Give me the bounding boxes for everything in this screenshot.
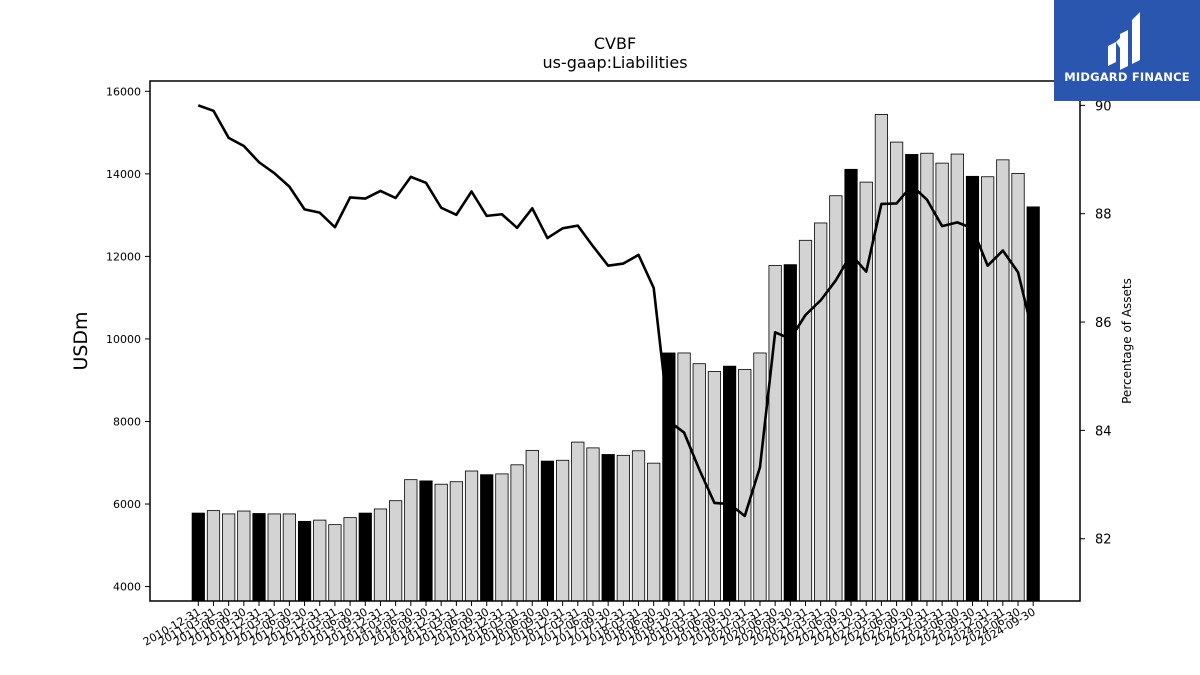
bar-2011-12-31 — [252, 513, 266, 602]
bar-2015-12-31 — [495, 473, 509, 602]
y2-axis-label: Percentage of Assets — [1120, 278, 1134, 404]
bar-2015-03-31 — [449, 481, 463, 602]
bar-2017-03-31 — [571, 441, 585, 602]
bar-2022-12-31 — [920, 152, 934, 602]
bar-2024-09-30 — [1026, 206, 1040, 602]
bar-2016-03-31 — [510, 464, 524, 602]
bar-2012-09-30 — [297, 520, 312, 602]
bar-2021-09-30 — [844, 168, 858, 602]
bar-2013-09-30 — [358, 512, 372, 602]
bar-2016-09-30 — [540, 460, 555, 602]
y2-tick-label: 86 — [1095, 316, 1112, 331]
bar-2014-06-30 — [404, 479, 418, 602]
y-tick-label: 16000 — [106, 85, 141, 98]
bar-2019-12-31 — [738, 369, 752, 602]
bar-2014-12-31 — [434, 483, 448, 602]
bar-2024-06-30 — [1011, 173, 1025, 602]
bar-2014-09-30 — [419, 480, 433, 602]
bar-2018-12-31 — [677, 352, 691, 602]
plot-frame — [149, 80, 1081, 602]
chart-title: CVBF — [594, 34, 636, 53]
y2-tick-label: 82 — [1095, 533, 1112, 548]
y2-tick-label: 84 — [1095, 424, 1112, 439]
y2-tick-label: 88 — [1095, 208, 1112, 223]
bar-2018-03-31 — [631, 450, 646, 602]
bar-2021-03-31 — [814, 222, 828, 602]
bar-2022-06-30 — [889, 141, 904, 602]
bar-2013-12-31 — [373, 508, 388, 602]
bar-2023-03-31 — [935, 162, 949, 602]
bar-2016-12-31 — [556, 459, 570, 602]
bar-2022-09-30 — [905, 154, 919, 602]
y-tick-label: 8000 — [113, 415, 141, 428]
bar-2021-06-30 — [829, 195, 843, 602]
bar-2023-12-31 — [981, 176, 995, 602]
chart-subtitle: us-gaap:Liabilities — [542, 53, 687, 72]
bar-2019-03-31 — [692, 363, 706, 602]
bar-2017-06-30 — [586, 447, 600, 602]
y-axis-label: USDm — [70, 311, 92, 370]
bar-2014-03-31 — [389, 500, 403, 602]
bar-2017-09-30 — [601, 454, 615, 602]
line-series — [197, 104, 1035, 518]
midgard-logo-icon — [1108, 12, 1140, 70]
bar-2019-06-30 — [707, 371, 722, 602]
bar-2022-03-31 — [874, 114, 889, 602]
bar-2012-06-30 — [282, 513, 296, 602]
bar-2012-12-31 — [313, 519, 327, 602]
bar-2015-06-30 — [464, 470, 479, 602]
bar-2020-09-30 — [783, 264, 797, 602]
y2-tick-label: 90 — [1095, 99, 1112, 114]
x-axis-ticks: 2010-12-312011-03-312011-06-302011-09-30… — [141, 601, 1038, 649]
bar-2011-09-30 — [237, 510, 251, 602]
y-tick-label: 12000 — [106, 250, 141, 263]
percentage-of-assets-line — [197, 104, 1035, 518]
bar-2019-09-30 — [723, 365, 737, 602]
right-axis-ticks: 82 84 86 88 90 — [1080, 99, 1112, 548]
y-tick-label: 14000 — [106, 168, 141, 181]
bar-2013-06-30 — [343, 517, 357, 602]
bar-2011-06-30 — [222, 513, 236, 602]
midgard-finance-logo: MIDGARD FINANCE — [1054, 0, 1200, 101]
bar-2013-03-31 — [328, 524, 342, 602]
y-tick-label: 10000 — [106, 333, 141, 346]
bar-2016-06-30 — [525, 449, 539, 602]
bar-2024-03-31 — [996, 159, 1010, 602]
bar-2017-12-31 — [616, 454, 630, 602]
bar-2020-12-31 — [798, 239, 813, 602]
y-tick-label: 4000 — [113, 581, 141, 594]
bar-2011-03-31 — [206, 510, 221, 602]
bar-2020-06-30 — [768, 265, 782, 602]
bar-2018-06-30 — [647, 462, 661, 602]
y-tick-label: 6000 — [113, 498, 141, 511]
bar-2021-12-31 — [859, 181, 873, 602]
logo-text: MIDGARD FINANCE — [1064, 70, 1190, 84]
bar-2015-09-30 — [480, 474, 494, 602]
left-axis-ticks: 4000 6000 8000 10000 12000 14000 16000 — [106, 85, 150, 594]
bar-2010-12-31 — [191, 512, 205, 602]
bar-2012-03-31 — [267, 513, 281, 602]
